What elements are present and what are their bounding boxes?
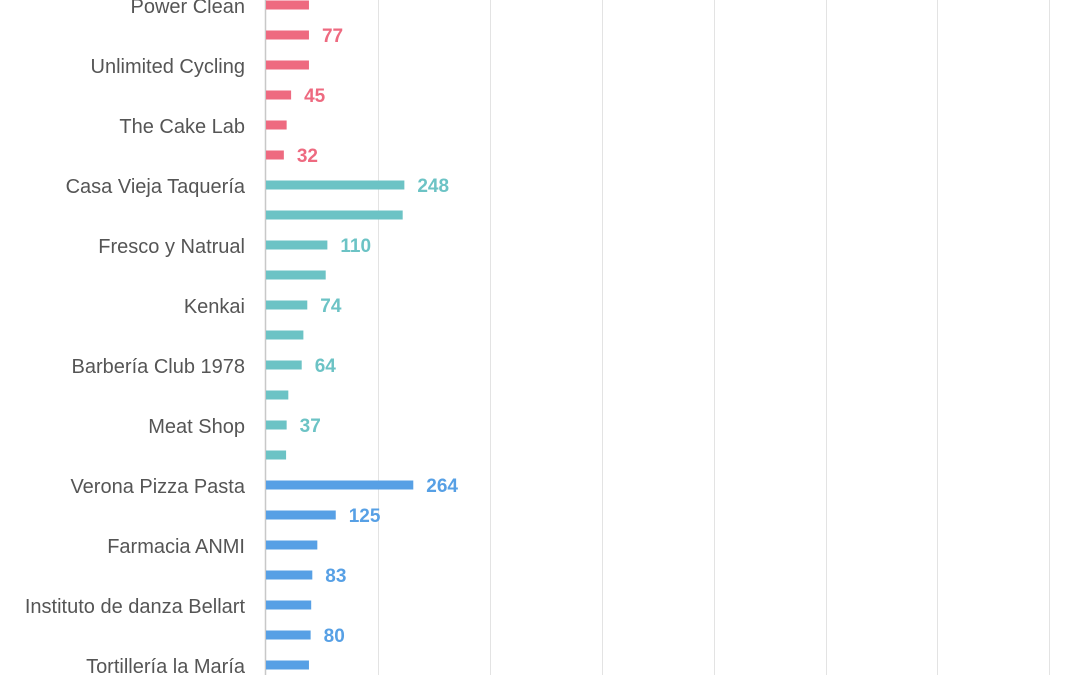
bar: [266, 360, 302, 370]
bar: [266, 660, 309, 670]
value-label: 74: [320, 296, 342, 317]
bar: [266, 60, 309, 70]
category-label: Instituto de danza Bellart: [25, 596, 246, 618]
value-label: 64: [315, 356, 337, 377]
value-label: 248: [417, 176, 449, 197]
bar: [266, 450, 287, 460]
bar: [266, 210, 403, 220]
category-label: Meat Shop: [148, 416, 245, 438]
category-label: Barbería Club 1978: [72, 356, 245, 378]
grid-lines: [264, 0, 1050, 675]
value-label: 83: [325, 566, 346, 587]
bar: [266, 120, 287, 130]
value-label: 110: [340, 236, 371, 257]
category-label: Tortillería la María: [86, 656, 246, 675]
bar: [266, 30, 309, 40]
value-label: 77: [322, 26, 343, 47]
bar: [266, 540, 318, 550]
bar: [266, 150, 284, 160]
bar: [266, 90, 292, 100]
bar: [266, 510, 336, 520]
bar: [266, 570, 313, 580]
category-label: Verona Pizza Pasta: [70, 476, 245, 498]
value-label: 125: [349, 506, 381, 527]
bar: [266, 270, 326, 280]
category-label: Casa Vieja Taquería: [66, 176, 246, 198]
bar: [266, 330, 304, 340]
bar: [266, 600, 312, 610]
value-labels: 77 45 32 248 110 74 64 37 264 125 83 80: [297, 26, 459, 647]
bar: [266, 300, 308, 310]
bar: [266, 180, 405, 190]
category-label: The Cake Lab: [119, 116, 245, 138]
bar: [266, 240, 328, 250]
value-label: 80: [324, 626, 345, 647]
bar: [266, 420, 287, 430]
value-label: 45: [304, 86, 326, 107]
value-label: 37: [300, 416, 321, 437]
category-label: Unlimited Cycling: [91, 56, 246, 78]
bar: [266, 630, 311, 640]
value-label: 264: [426, 476, 458, 497]
bars: [266, 0, 414, 670]
bar: [266, 0, 309, 10]
value-label: 32: [297, 146, 318, 167]
category-label: Kenkai: [184, 296, 245, 318]
bar: [266, 390, 289, 400]
category-labels: Power Clean Unlimited Cycling The Cake Lab…: [25, 0, 246, 675]
category-label: Farmacia ANMI: [107, 536, 245, 558]
bar: [266, 480, 414, 490]
category-label: Power Clean: [130, 0, 245, 18]
category-label: Fresco y Natrual: [98, 236, 245, 258]
